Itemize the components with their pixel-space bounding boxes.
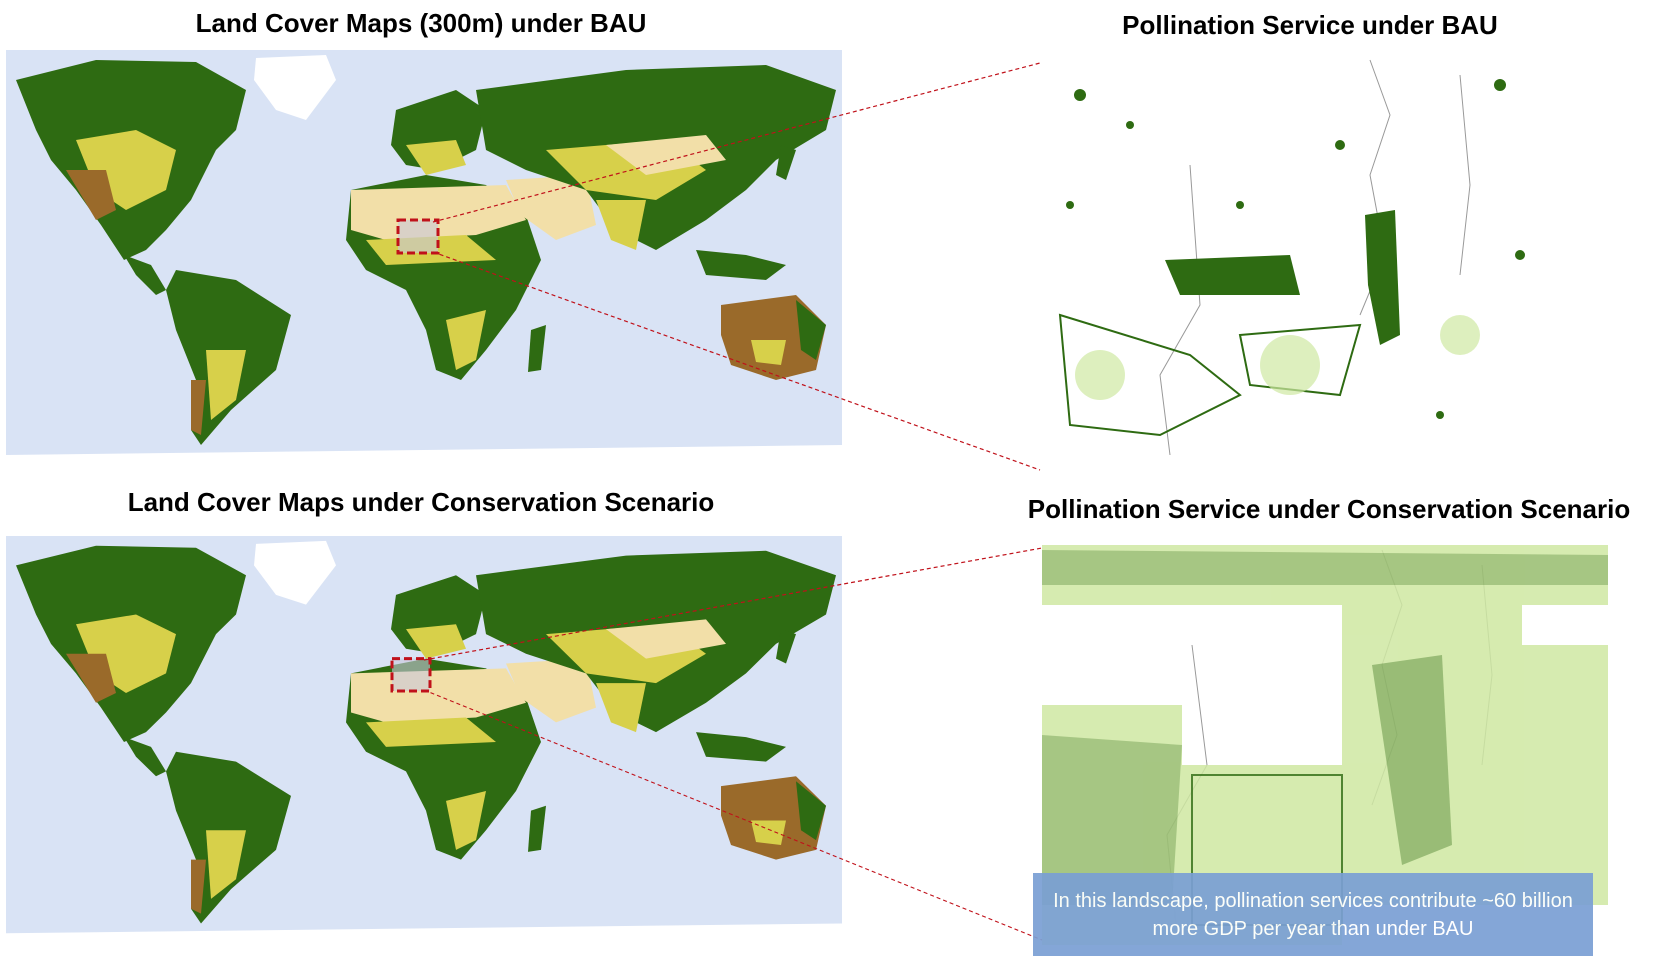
- country-borders: [1159, 59, 1471, 456]
- gdp-callout-text: In this landscape, pollination services …: [1053, 889, 1573, 940]
- study-area-box-bau: [396, 218, 440, 255]
- pollination-map-bau: [1040, 55, 1554, 475]
- pollination-patches-conservation: [1042, 545, 1608, 945]
- study-area-box-conservation: [390, 657, 432, 693]
- pollination-map-conservation: [1042, 545, 1608, 945]
- gdp-callout: In this landscape, pollination services …: [1033, 873, 1593, 956]
- continents: [6, 540, 842, 946]
- land-cover-map-bau: [6, 50, 842, 468]
- continents: [6, 55, 842, 468]
- land-cover-bau-title: Land Cover Maps (300m) under BAU: [195, 8, 647, 38]
- pollination-bau-title: Pollination Service under BAU: [1122, 10, 1498, 40]
- pollination-conservation-title: Pollination Service under Conservation S…: [1027, 494, 1631, 524]
- land-cover-map-conservation: [6, 536, 842, 946]
- pollination-patches-bau: [1058, 210, 1400, 437]
- land-cover-conservation-title: Land Cover Maps under Conservation Scena…: [127, 487, 715, 517]
